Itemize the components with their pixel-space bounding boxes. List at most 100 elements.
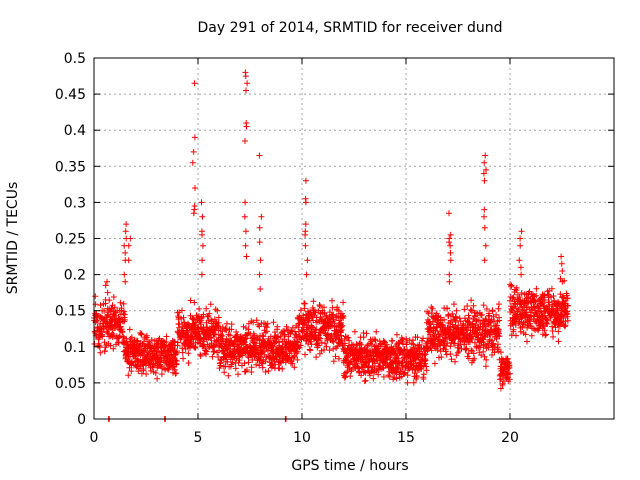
spike-point: [104, 278, 110, 285]
data-point: [483, 306, 490, 312]
data-point: [232, 365, 239, 372]
data-point: [270, 319, 277, 326]
data-point: [402, 363, 409, 370]
data-point: [189, 315, 196, 322]
data-point: [312, 309, 319, 316]
data-point: [326, 347, 333, 354]
data-point: [451, 301, 457, 308]
data-point: [462, 346, 469, 353]
data-point: [440, 322, 446, 329]
data-point: [456, 315, 463, 322]
data-point: [506, 376, 513, 383]
data-point: [447, 343, 454, 350]
data-point: [204, 313, 211, 320]
data-point: [363, 330, 370, 337]
data-point: [295, 339, 301, 346]
spike-point: [480, 170, 487, 177]
data-point: [380, 373, 387, 380]
data-point: [190, 336, 197, 343]
data-point: [510, 326, 517, 333]
data-point: [542, 332, 549, 339]
spike-point: [447, 257, 454, 264]
spike-point: [198, 271, 205, 278]
data-point: [259, 364, 266, 371]
data-point: [465, 355, 472, 362]
data-point: [461, 341, 468, 348]
data-point: [97, 349, 104, 356]
data-point: [281, 331, 288, 338]
data-point: [366, 372, 373, 379]
data-point: [253, 340, 260, 347]
data-point: [289, 324, 296, 331]
data-point: [490, 340, 497, 347]
data-point: [187, 297, 194, 304]
x-tick-label: 5: [194, 430, 203, 446]
data-point: [444, 305, 451, 312]
data-point: [307, 347, 314, 354]
data-point: [142, 362, 149, 369]
data-point: [341, 340, 348, 347]
data-point: [463, 345, 470, 352]
data-point: [214, 307, 221, 314]
data-point: [338, 327, 345, 333]
spike-point: [199, 231, 205, 238]
data-point: [199, 338, 206, 345]
data-point: [451, 340, 458, 347]
data-point: [564, 317, 571, 324]
data-point: [112, 322, 119, 329]
data-point: [504, 355, 511, 362]
data-point: [180, 314, 187, 321]
data-point: [165, 366, 172, 373]
data-point: [263, 328, 270, 335]
data-point: [495, 341, 501, 348]
spike-point: [446, 210, 452, 217]
data-point: [541, 297, 548, 303]
data-point: [180, 355, 187, 362]
spike-point: [559, 268, 566, 274]
spike-point: [302, 221, 309, 228]
data-point: [334, 304, 341, 311]
data-point: [285, 333, 292, 340]
data-point: [438, 354, 445, 361]
data-point: [441, 316, 448, 323]
data-point: [565, 302, 571, 309]
data-point: [125, 372, 132, 379]
data-point: [410, 379, 417, 386]
spike-point: [481, 224, 488, 231]
data-point: [245, 326, 252, 333]
data-point: [307, 338, 314, 345]
data-point: [403, 335, 410, 342]
data-point: [152, 370, 159, 376]
data-point: [400, 340, 406, 347]
data-point: [116, 333, 123, 339]
data-point: [275, 333, 281, 340]
spike-point: [189, 159, 196, 166]
data-point: [455, 322, 462, 329]
spike-point: [256, 239, 263, 246]
data-point: [235, 371, 241, 378]
data-point: [342, 333, 349, 340]
y-tick-label: 0.3: [64, 195, 86, 211]
data-point: [493, 311, 500, 318]
data-point: [508, 282, 515, 289]
data-point: [480, 348, 487, 355]
spike-point: [125, 257, 132, 264]
data-point: [541, 327, 548, 334]
x-tick-label: 20: [501, 430, 519, 446]
data-point: [563, 292, 570, 299]
data-point: [143, 332, 150, 339]
data-point: [329, 304, 336, 311]
data-point: [174, 348, 180, 355]
data-point: [481, 353, 488, 360]
spike-point: [191, 134, 198, 141]
data-point: [426, 320, 433, 327]
spike-point: [258, 213, 265, 220]
data-point: [185, 360, 192, 366]
spike-point: [122, 228, 129, 235]
data-point: [470, 350, 477, 357]
data-point: [543, 316, 550, 323]
data-point: [351, 328, 358, 335]
data-point: [513, 332, 519, 339]
x-axis-label: GPS time / hours: [291, 458, 408, 474]
